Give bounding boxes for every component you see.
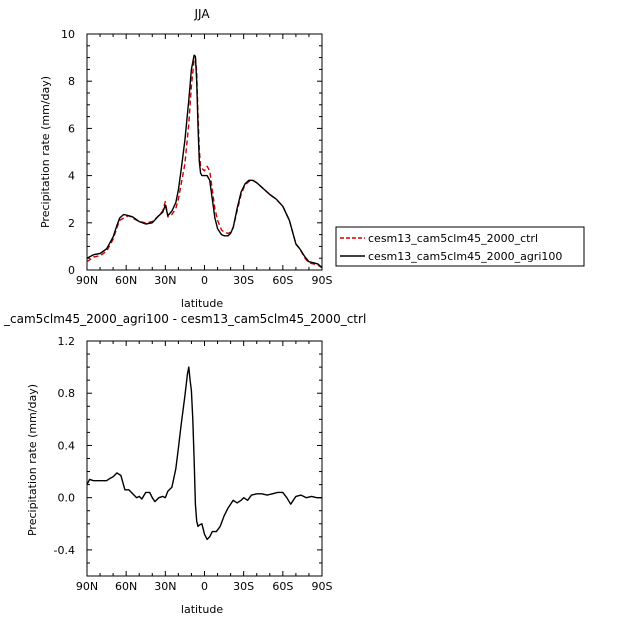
y-tick-label: 8 [68, 75, 75, 88]
x-tick-label: 60S [272, 580, 293, 593]
legend-box [335, 226, 585, 267]
tick-marks: 90N 60N 30N 0 30S 60S 90S -0.4 0.0 0.4 0.8 1.2 [54, 335, 333, 593]
y-tick-label: 0.0 [58, 492, 76, 505]
x-tick-label: 90S [312, 580, 333, 593]
y-tick-label: 6 [68, 122, 75, 135]
x-tick-label: 60S [272, 274, 293, 287]
chart-title: JJA [193, 7, 210, 21]
legend-label-agri100: cesm13_cam5clm45_2000_agri100 [368, 250, 562, 263]
x-tick-label: 60N [115, 274, 137, 287]
x-tick-label: 30S [233, 274, 254, 287]
x-tick-label: 0 [201, 274, 208, 287]
plot-frame [86, 33, 323, 271]
y-tick-label: 0.4 [58, 439, 76, 452]
y-tick-label: 0.8 [58, 387, 76, 400]
series-group [86, 366, 322, 541]
y-tick-label: 4 [68, 170, 75, 183]
y-tick-label: 0 [68, 264, 75, 277]
series-line-agri100 [86, 54, 323, 269]
tick-marks: 90N 60N 30N 0 30S 60S 90S 0 2 4 6 8 10 [61, 28, 333, 287]
legend: cesm13_cam5clm45_2000_ctrl cesm13_cam5cl… [335, 226, 585, 267]
series-line-diff [86, 366, 322, 541]
x-axis-label: latitude [181, 603, 223, 616]
y-tick-label: -0.4 [54, 544, 75, 557]
x-tick-label: 30N [154, 274, 176, 287]
chart-title: _cam5clm45_2000_agri100 - cesm13_cam5clm… [3, 312, 366, 326]
x-axis-label: latitude [181, 297, 223, 310]
plot-frame [86, 340, 323, 577]
y-tick-label: 1.2 [58, 335, 76, 348]
y-axis-label: Precipitation rate (mm/day) [39, 76, 52, 228]
x-tick-label: 30S [233, 580, 254, 593]
x-tick-label: 90N [76, 274, 98, 287]
y-axis-label: Precipitation rate (mm/day) [26, 384, 39, 536]
series-group [86, 54, 323, 269]
x-tick-label: 60N [115, 580, 137, 593]
series-line-ctrl [86, 56, 323, 269]
y-tick-label: 2 [68, 217, 75, 230]
x-tick-label: 30N [154, 580, 176, 593]
y-tick-label: 10 [61, 28, 75, 41]
x-tick-label: 90N [76, 580, 98, 593]
chart-bottom-panel: _cam5clm45_2000_agri100 - cesm13_cam5clm… [3, 312, 366, 616]
x-tick-label: 0 [201, 580, 208, 593]
legend-label-ctrl: cesm13_cam5clm45_2000_ctrl [368, 232, 538, 245]
x-tick-label: 90S [312, 274, 333, 287]
